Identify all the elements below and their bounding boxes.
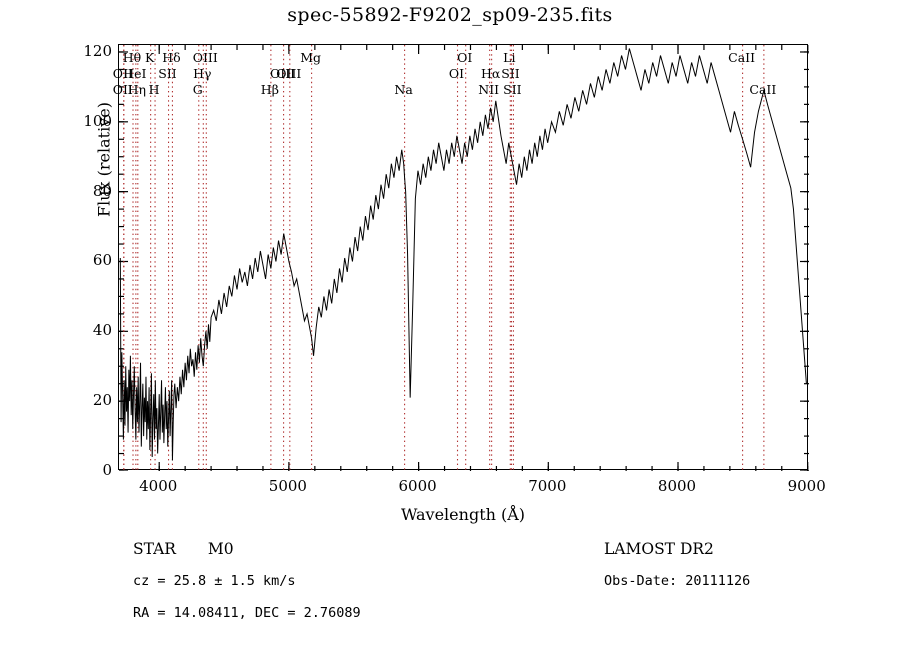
coordinates: RA = 14.08411, DEC = 2.76089	[133, 605, 361, 621]
x-axis-tick-labels: 4000 5000 6000 7000 8000 9000	[118, 477, 826, 501]
spectrum-canvas	[119, 45, 809, 471]
x-tick-label-0: 4000	[139, 477, 178, 495]
object-type: STAR	[133, 540, 176, 558]
line-marker-H-3835: Hη	[127, 82, 146, 97]
line-marker-OIII-5007: OIII	[276, 66, 302, 81]
object-type-label: STAR M0	[133, 540, 234, 558]
line-marker-H-3968: H	[148, 82, 160, 97]
spectral-class: M0	[207, 540, 234, 558]
x-tick-label-4: 8000	[657, 477, 697, 495]
x-tick-label-3: 7000	[528, 477, 567, 495]
line-marker-SII-6731: SII	[503, 82, 522, 97]
x-tick-label-2: 6000	[398, 477, 437, 495]
y-tick-label-2: 40	[92, 321, 112, 340]
y-tick-label-0: 0	[102, 461, 112, 479]
line-marker-G-4305: G	[192, 82, 203, 97]
line-marker-OIII-4363: OIII	[192, 50, 218, 65]
line-marker-OIII-4959: OIII	[270, 66, 296, 81]
line-marker-Mg-5175: Mg	[300, 50, 321, 65]
plot-frame	[118, 44, 809, 471]
y-tick-label-6: 120	[83, 41, 112, 60]
line-marker-SII-4072: SII	[158, 66, 177, 81]
observation-date: Obs-Date: 20111126	[604, 573, 751, 589]
y-tick-label-3: 60	[92, 251, 112, 270]
line-marker-SII-6716: SII	[501, 66, 520, 81]
line-marker-H-4861: Hβ	[260, 82, 279, 97]
line-marker-OI-6300: OI	[448, 66, 465, 81]
line-marker-H-6563: Hα	[480, 66, 501, 81]
line-marker-H-4340: Hγ	[193, 66, 212, 81]
y-tick-label-5: 100	[83, 111, 112, 130]
y-tick-label-4: 80	[92, 181, 112, 200]
x-axis-label: Wavelength (Å)	[400, 505, 526, 524]
line-marker-OI-6363: OI	[457, 50, 473, 65]
line-marker-Li-6707: Li	[503, 50, 516, 65]
page-title: spec-55892-F9202_sp09-235.fits	[287, 4, 613, 26]
redshift-velocity: cz = 25.8 ± 1.5 km/s	[133, 573, 296, 589]
y-axis-tick-labels: 0 20 40 60 80 100 120	[68, 41, 112, 479]
line-marker-CaII-8662: CaII	[749, 82, 777, 97]
line-marker-OII-3727: OII	[112, 66, 133, 81]
line-marker-H-4102: Hδ	[162, 50, 181, 65]
line-marker-HeI-3820: HeI	[123, 66, 147, 81]
line-marker-CaII-8498: CaII	[728, 50, 756, 65]
line-marker-K-3934: K	[144, 50, 155, 65]
line-marker-H-3798: Hθ	[122, 50, 142, 65]
line-marker-NII-6548: NII	[478, 82, 500, 97]
line-marker-OII-3727: OII	[112, 82, 133, 97]
survey-name: LAMOST DR2	[604, 540, 714, 558]
line-marker-Na-5892: Na	[394, 82, 413, 97]
x-tick-label-1: 5000	[268, 477, 307, 495]
x-tick-label-5: 9000	[787, 477, 826, 495]
y-tick-label-1: 20	[92, 391, 112, 410]
